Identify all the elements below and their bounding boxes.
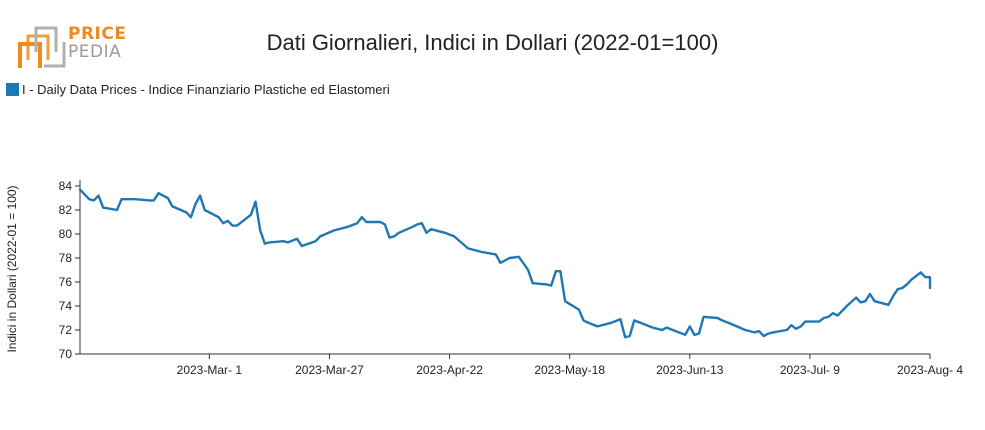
y-tick-label: 76 — [59, 275, 73, 289]
y-tick-label: 72 — [59, 323, 73, 337]
x-tick-label: 2023-Mar- 1 — [177, 363, 243, 377]
x-tick-label: 2023-May-18 — [534, 363, 605, 377]
legend-swatch — [6, 82, 19, 96]
chart-title: Dati Giornalieri, Indici in Dollari (202… — [266, 30, 719, 55]
x-tick-label: 2023-Jul- 9 — [780, 363, 840, 377]
y-tick-label: 78 — [59, 251, 73, 265]
legend-label: I - Daily Data Prices - Indice Finanziar… — [22, 81, 390, 97]
x-tick-label: 2023-Aug- 4 — [897, 363, 963, 377]
y-tick-label: 70 — [59, 347, 73, 361]
y-tick-label: 82 — [59, 203, 73, 217]
y-tick-label: 80 — [59, 227, 73, 241]
chart-legend[interactable]: I - Daily Data Prices - Indice Finanziar… — [6, 80, 390, 98]
logo-text-pedia: PEDIA — [68, 42, 122, 62]
logo-text-price: PRICE — [68, 24, 127, 44]
x-tick-label: 2023-Mar-27 — [295, 363, 364, 377]
pricepedia-logo: PRICE PEDIA — [18, 22, 128, 70]
logo-mark-icon — [18, 26, 66, 68]
x-tick-label: 2023-Jun-13 — [656, 363, 724, 377]
x-tick-label: 2023-Apr-22 — [416, 363, 483, 377]
y-tick-label: 74 — [59, 299, 73, 313]
y-tick-label: 84 — [59, 179, 73, 193]
series-line — [78, 188, 932, 339]
y-axis-label: Indici in Dollari (2022-01 = 100) — [5, 185, 19, 352]
